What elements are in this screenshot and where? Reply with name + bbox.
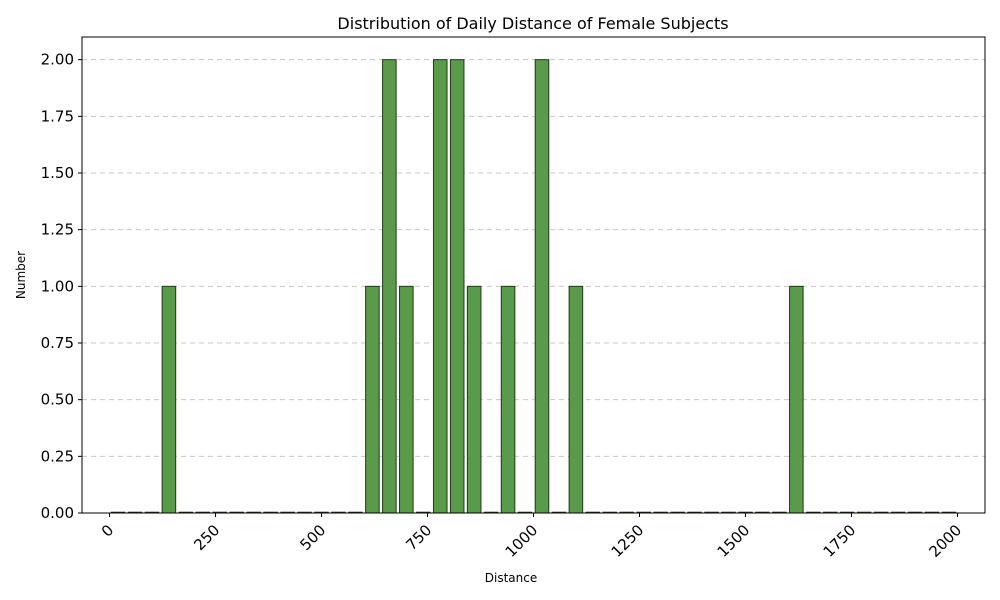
bar — [365, 285, 380, 514]
y-tick-label: 1.00 — [41, 277, 74, 295]
x-tick-label: 0 — [98, 521, 117, 540]
bar — [466, 285, 482, 514]
y-tick-label: 0.25 — [41, 447, 74, 465]
y-tick-label: 0.50 — [41, 391, 74, 409]
y-tick-label: 1.50 — [41, 164, 74, 182]
bar — [399, 285, 414, 514]
chart-title: Distribution of Daily Distance of Female… — [337, 14, 728, 33]
x-tick-label: 1500 — [714, 521, 754, 561]
plot-frame — [81, 36, 986, 514]
x-tick-label: 1750 — [820, 521, 860, 561]
bar — [500, 285, 516, 514]
x-tick-label: 1250 — [608, 521, 648, 561]
x-axis-label: Distance — [485, 571, 537, 585]
x-axis-ticks: 0 250 500 750 1000 1250 1500 1750 2000 — [98, 513, 965, 561]
bar — [432, 59, 448, 514]
y-tick-label: 0.00 — [41, 504, 74, 522]
gridlines — [82, 59, 985, 457]
y-tick-label: 1.75 — [41, 107, 74, 125]
x-tick-label: 250 — [190, 521, 223, 554]
bar — [568, 285, 584, 514]
y-axis-ticks: 0.00 0.25 0.50 0.75 1.00 1.25 1.50 1.75 2.00 — [41, 51, 82, 522]
x-tick-label: 2000 — [926, 521, 966, 561]
x-tick-label: 500 — [296, 521, 329, 554]
bar — [382, 59, 397, 514]
y-axis-label: Number — [14, 251, 28, 299]
x-tick-label: 750 — [402, 521, 435, 554]
bar — [534, 59, 550, 514]
y-tick-label: 2.00 — [41, 51, 74, 69]
y-tick-label: 1.25 — [41, 221, 74, 239]
y-tick-label: 0.75 — [41, 334, 74, 352]
bar — [789, 285, 804, 514]
bar — [449, 59, 465, 514]
bar — [161, 285, 177, 514]
bars — [110, 59, 957, 514]
x-tick-label: 1000 — [502, 521, 542, 561]
